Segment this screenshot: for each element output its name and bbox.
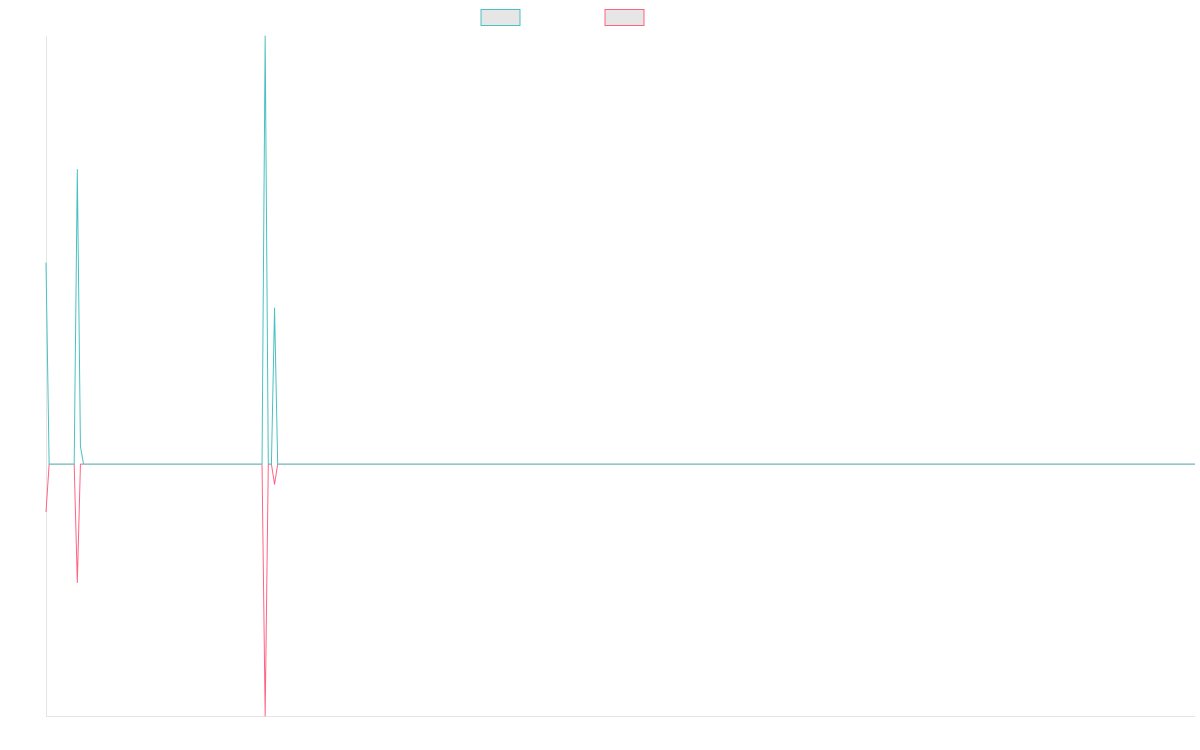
plot-area <box>45 35 1195 717</box>
legend <box>480 9 645 26</box>
series-line-1[interactable] <box>45 35 1195 465</box>
legend-swatch-series-1[interactable] <box>480 9 521 26</box>
series-line-2[interactable] <box>45 463 1195 717</box>
legend-swatch-series-2[interactable] <box>604 9 645 26</box>
